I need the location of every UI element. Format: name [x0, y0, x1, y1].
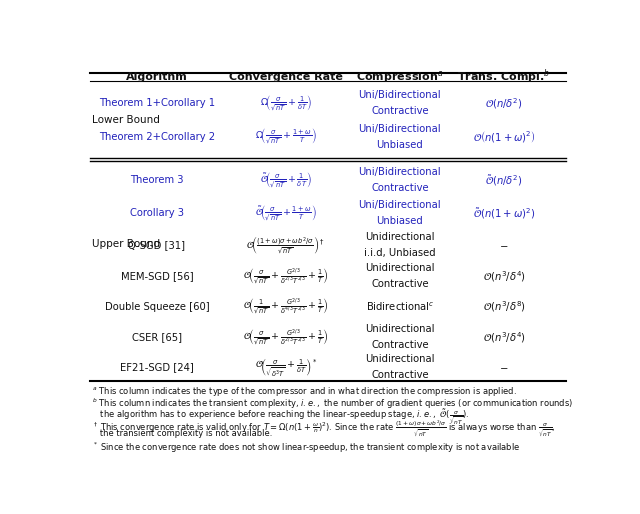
Text: Compression$^a$: Compression$^a$ [356, 69, 444, 85]
Text: Contractive: Contractive [371, 183, 429, 193]
Text: $-$: $-$ [499, 362, 509, 372]
Text: CSER [65]: CSER [65] [132, 332, 182, 342]
Text: $\mathcal{O}\!\left(\frac{1}{\sqrt{nT}}+\frac{G^{2/3}}{\delta^{4/3}T^{2/3}}+\fra: $\mathcal{O}\!\left(\frac{1}{\sqrt{nT}}+… [243, 297, 329, 317]
Text: Uni/Bidirectional: Uni/Bidirectional [358, 90, 441, 100]
Text: Contractive: Contractive [371, 340, 429, 350]
Text: Bidirectional$^c$: Bidirectional$^c$ [365, 301, 434, 313]
Text: Unidirectional: Unidirectional [365, 324, 435, 334]
Text: $\mathcal{O}\!\left(\frac{\sigma}{\sqrt{nT}}+\frac{G^{2/3}}{\delta^{2/3}T^{2/3}}: $\mathcal{O}\!\left(\frac{\sigma}{\sqrt{… [243, 327, 329, 347]
Text: $\Omega\!\left(\frac{\sigma}{\sqrt{nT}}+\frac{1+\omega}{T}\right)$: $\Omega\!\left(\frac{\sigma}{\sqrt{nT}}+… [255, 127, 317, 146]
Text: the transient complexity is not available.: the transient complexity is not availabl… [92, 429, 273, 438]
Text: Q-SGD [31]: Q-SGD [31] [129, 240, 186, 250]
Text: i.i.d, Unbiased: i.i.d, Unbiased [364, 248, 436, 258]
Text: Upper Bound: Upper Bound [92, 238, 161, 249]
Text: the algorithm has to experience before reaching the linear-speedup stage, $\it{i: the algorithm has to experience before r… [92, 407, 470, 426]
Text: Theorem 3: Theorem 3 [130, 175, 184, 186]
Text: $\mathcal{O}\!\left(\frac{(1+\omega)\sigma+\omega b^2/\sigma}{\sqrt{nT}}\right)^: $\mathcal{O}\!\left(\frac{(1+\omega)\sig… [246, 234, 325, 255]
Text: Unidirectional: Unidirectional [365, 263, 435, 273]
Text: Convergence Rate: Convergence Rate [229, 72, 343, 82]
Text: $\tilde{\mathcal{O}}\!\left(\frac{\sigma}{\sqrt{nT}}+\frac{1+\omega}{T}\right)$: $\tilde{\mathcal{O}}\!\left(\frac{\sigma… [255, 204, 317, 223]
Text: $\tilde{\mathcal{O}}(n(1+\omega)^2)$: $\tilde{\mathcal{O}}(n(1+\omega)^2)$ [473, 206, 535, 221]
Text: $^\dagger$ This convergence rate is valid only for $T=\Omega(n(1+\frac{\omega}{n: $^\dagger$ This convergence rate is vali… [92, 418, 556, 438]
Text: Double Squeeze [60]: Double Squeeze [60] [104, 302, 209, 311]
Text: $\mathcal{O}(n/\delta^2)$: $\mathcal{O}(n/\delta^2)$ [485, 96, 523, 111]
Text: Theorem 1+Corollary 1: Theorem 1+Corollary 1 [99, 98, 215, 108]
Text: Unidirectional: Unidirectional [365, 354, 435, 364]
Text: $\tilde{\mathcal{O}}\!\left(\frac{\sigma}{\sqrt{nT}}+\frac{1}{\delta T}\right)$: $\tilde{\mathcal{O}}\!\left(\frac{\sigma… [260, 171, 312, 190]
Text: Algorithm: Algorithm [126, 72, 188, 82]
Text: $\tilde{\mathcal{O}}(n/\delta^2)$: $\tilde{\mathcal{O}}(n/\delta^2)$ [485, 173, 523, 188]
Text: $^*$ Since the convergence rate does not show linear-speedup, the transient comp: $^*$ Since the convergence rate does not… [92, 440, 521, 455]
Text: $-$: $-$ [499, 240, 509, 250]
Text: $\mathcal{O}\!\left(\frac{\sigma}{\sqrt{nT}}+\frac{G^{2/3}}{\delta^{2/3}T^{2/3}}: $\mathcal{O}\!\left(\frac{\sigma}{\sqrt{… [243, 266, 329, 286]
Text: $\mathcal{O}(n^3/\delta^4)$: $\mathcal{O}(n^3/\delta^4)$ [483, 269, 525, 284]
Text: Uni/Bidirectional: Uni/Bidirectional [358, 168, 441, 177]
Text: $\mathcal{O}(n^3/\delta^8)$: $\mathcal{O}(n^3/\delta^8)$ [483, 299, 525, 314]
Text: $\Omega\!\left(\frac{\sigma}{\sqrt{nT}}+\frac{1}{\delta T}\right)$: $\Omega\!\left(\frac{\sigma}{\sqrt{nT}}+… [260, 94, 312, 113]
Text: Uni/Bidirectional: Uni/Bidirectional [358, 200, 441, 210]
Text: Uni/Bidirectional: Uni/Bidirectional [358, 124, 441, 134]
Text: Theorem 2+Corollary 2: Theorem 2+Corollary 2 [99, 132, 215, 142]
Text: Unbiased: Unbiased [376, 140, 423, 150]
Text: $\mathcal{O}\left(n(1+\omega)^2\right)$: $\mathcal{O}\left(n(1+\omega)^2\right)$ [473, 130, 536, 144]
Text: Contractive: Contractive [371, 106, 429, 116]
Text: Unidirectional: Unidirectional [365, 232, 435, 242]
Text: Trans. Compl.$^b$: Trans. Compl.$^b$ [458, 67, 550, 86]
Text: Contractive: Contractive [371, 370, 429, 380]
Text: Unbiased: Unbiased [376, 216, 423, 226]
Text: Lower Bound: Lower Bound [92, 115, 160, 125]
Text: $^a$ This column indicates the type of the compressor and in what direction the : $^a$ This column indicates the type of t… [92, 385, 517, 398]
Text: Corollary 3: Corollary 3 [130, 208, 184, 218]
Text: $\mathcal{O}(n^3/\delta^4)$: $\mathcal{O}(n^3/\delta^4)$ [483, 330, 525, 344]
Text: EF21-SGD [24]: EF21-SGD [24] [120, 362, 194, 372]
Text: $\mathcal{O}\!\left(\frac{\sigma}{\sqrt{\delta^3 T}}+\frac{1}{\delta T}\right)^*: $\mathcal{O}\!\left(\frac{\sigma}{\sqrt{… [255, 356, 317, 379]
Text: MEM-SGD [56]: MEM-SGD [56] [120, 271, 193, 281]
Text: Contractive: Contractive [371, 279, 429, 289]
Text: $^b$ This column indicates the transient complexity, $\it{i.e.,}$ the number of : $^b$ This column indicates the transient… [92, 396, 573, 411]
